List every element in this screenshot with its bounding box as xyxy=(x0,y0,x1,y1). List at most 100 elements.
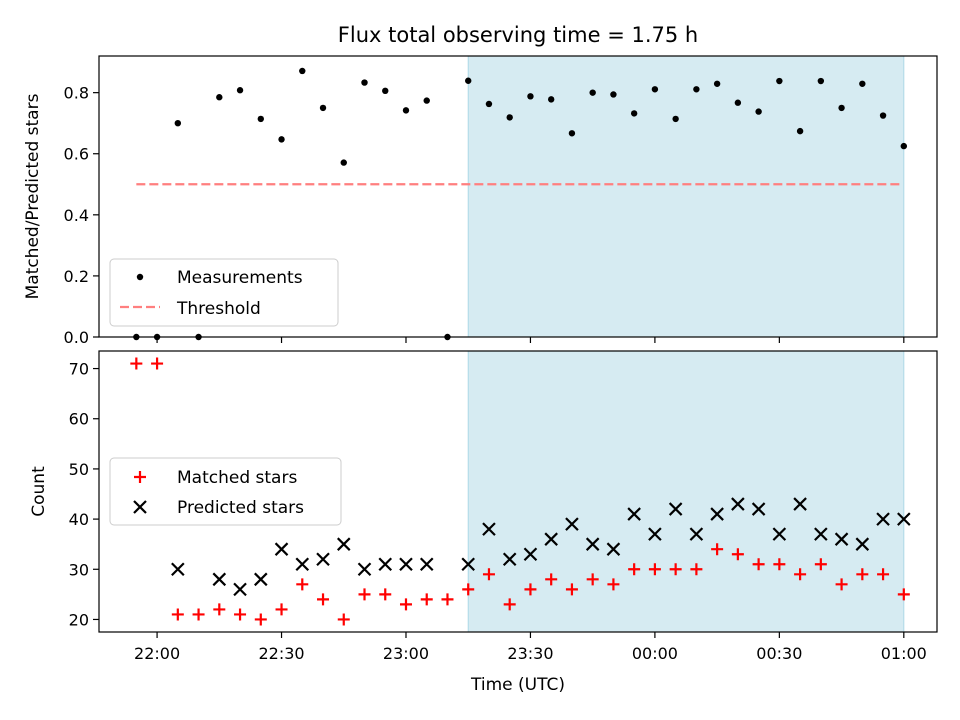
matched-point xyxy=(213,603,226,616)
matched-point xyxy=(254,613,267,626)
predicted-point xyxy=(336,537,351,551)
predicted-point xyxy=(606,542,621,556)
ratio-ytick-label: 0.0 xyxy=(64,328,89,347)
matched-point xyxy=(835,578,848,591)
matched-point xyxy=(462,583,475,596)
measurement-point xyxy=(423,97,430,104)
measurement-point xyxy=(465,77,472,84)
count-shaded-region xyxy=(467,350,905,633)
measurement-point xyxy=(817,77,825,85)
predicted-point xyxy=(254,572,268,587)
legend-measurements-label: Measurements xyxy=(177,268,303,288)
count-xtick-label: 23:00 xyxy=(383,644,429,663)
matched-point xyxy=(358,588,371,601)
predicted-point xyxy=(897,512,911,526)
count-ytick-label: 20 xyxy=(69,610,89,629)
count-ytick-label: 30 xyxy=(69,560,89,579)
legend-measurement-marker xyxy=(136,273,144,281)
count-xtick-label: 23:30 xyxy=(507,644,553,663)
matched-point xyxy=(565,583,578,596)
matched-point xyxy=(731,548,744,561)
predicted-point xyxy=(295,557,310,572)
measurement-point xyxy=(672,115,679,123)
predicted-point xyxy=(502,552,517,567)
count-legend: Matched stars Predicted stars xyxy=(109,457,342,526)
matched-point xyxy=(171,608,184,621)
measurement-point xyxy=(402,107,410,114)
measurement-point xyxy=(257,115,264,123)
measurement-point xyxy=(340,159,347,166)
predicted-point xyxy=(648,527,662,541)
count-ytick-label: 50 xyxy=(69,460,89,479)
measurement-point xyxy=(734,99,742,106)
matched-point xyxy=(690,563,703,576)
legend-predicted-marker xyxy=(133,500,147,514)
ratio-ytick-label: 0.4 xyxy=(64,206,89,225)
count-ytick-label: 70 xyxy=(69,360,89,379)
measurement-point xyxy=(838,104,845,112)
measurement-point xyxy=(796,127,804,135)
predicted-point xyxy=(814,527,828,541)
matched-point xyxy=(503,598,516,611)
ratio-legend-box xyxy=(109,258,339,327)
measurement-point xyxy=(216,94,223,101)
predicted-point xyxy=(212,572,227,587)
measurement-point xyxy=(568,130,576,137)
measurement-point xyxy=(278,136,285,143)
count-panel: 20 30 40 50 60 70 22:00 22:30 23:00 23:30 00:00 00:… xyxy=(29,350,938,663)
x-axis-label: Time (UTC) xyxy=(470,675,565,695)
predicted-point xyxy=(461,557,475,572)
count-y-axis-label: Count xyxy=(29,466,49,517)
predicted-point xyxy=(316,552,330,567)
predicted-point xyxy=(876,512,890,526)
measurement-point xyxy=(485,100,493,108)
matched-point xyxy=(151,357,164,370)
measurement-point xyxy=(755,108,762,115)
measurement-point xyxy=(319,104,327,112)
matched-point xyxy=(399,598,412,611)
matched-point xyxy=(794,568,807,581)
predicted-point xyxy=(233,582,247,597)
matched-point xyxy=(607,578,620,591)
matched-point xyxy=(545,573,558,586)
count-legend-box xyxy=(109,457,342,526)
matched-point xyxy=(296,578,309,591)
predicted-point xyxy=(171,562,185,577)
predicted-point xyxy=(731,497,745,511)
predicted-point xyxy=(668,502,683,516)
measurement-point xyxy=(589,89,596,96)
matched-point xyxy=(856,568,869,581)
count-xtick-label: 22:00 xyxy=(134,644,180,663)
matched-point xyxy=(752,558,765,571)
predicted-point xyxy=(544,532,558,546)
matched-point xyxy=(441,593,454,606)
matched-point xyxy=(648,563,661,576)
measurement-point xyxy=(651,86,659,93)
predicted-point xyxy=(627,507,641,521)
measurement-point xyxy=(174,119,182,127)
matched-point xyxy=(814,558,827,571)
predicted-point xyxy=(855,537,870,551)
legend-predicted-label: Predicted stars xyxy=(177,498,304,518)
count-xtick-label: 00:30 xyxy=(756,644,802,663)
measurement-point xyxy=(382,87,389,95)
legend-threshold-label: Threshold xyxy=(176,299,261,319)
predicted-point xyxy=(585,537,600,551)
matched-point xyxy=(337,613,350,626)
ratio-legend: Measurements Threshold xyxy=(109,258,339,327)
count-xtick-label: 22:30 xyxy=(258,644,304,663)
matched-point xyxy=(234,608,247,621)
predicted-point xyxy=(834,532,849,546)
matched-point xyxy=(524,583,537,596)
measurement-point xyxy=(630,110,638,117)
matched-point xyxy=(420,593,433,606)
ratio-shaded-region xyxy=(467,55,905,338)
matched-point xyxy=(586,573,599,586)
matched-point xyxy=(628,563,641,576)
predicted-point xyxy=(482,522,496,536)
count-xtick-label: 01:00 xyxy=(881,644,927,663)
predicted-point xyxy=(793,497,807,511)
matched-point xyxy=(711,543,724,556)
count-ytick-label: 40 xyxy=(69,510,89,529)
